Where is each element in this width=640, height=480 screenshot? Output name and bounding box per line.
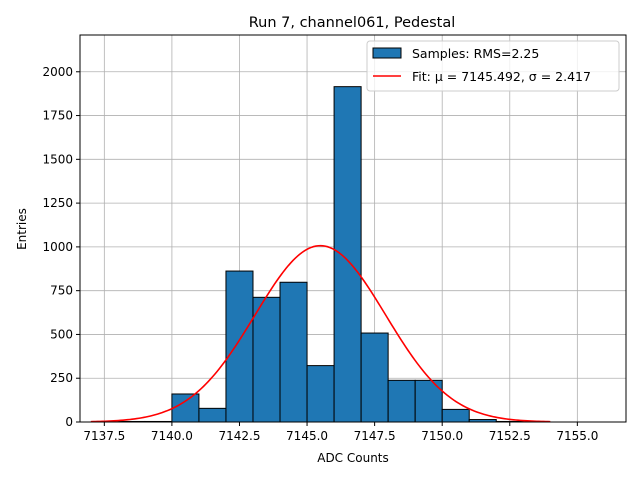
x-tick-label: 7142.5 xyxy=(218,429,260,443)
chart-title: Run 7, channel061, Pedestal xyxy=(249,15,456,31)
legend-fit-label: Fit: μ = 7145.492, σ = 2.417 xyxy=(412,69,591,84)
y-tick-label: 1500 xyxy=(42,152,73,166)
fit-curve xyxy=(90,244,551,423)
legend-histogram-label: Samples: RMS=2.25 xyxy=(412,46,539,61)
x-tick-label: 7155.0 xyxy=(556,429,598,443)
y-tick-label: 1750 xyxy=(42,109,73,123)
x-tick-label: 7140.0 xyxy=(151,429,193,443)
legend-histogram-swatch xyxy=(372,47,402,59)
x-axis-title: ADC Counts xyxy=(317,451,389,465)
histogram-bar xyxy=(225,270,254,423)
y-axis-ticks: 0 250 500 750 1000 1250 1500 1750 2000 xyxy=(42,65,80,429)
histogram-bar xyxy=(441,408,470,423)
y-tick-label: 0 xyxy=(65,415,73,429)
x-axis-ticks: 7137.5 7140.0 7142.5 7145.0 7147.5 7150.0 7152… xyxy=(83,422,598,443)
y-axis-title: Entries xyxy=(15,208,29,250)
x-tick-label: 7147.5 xyxy=(354,429,396,443)
histogram-bar xyxy=(171,393,200,423)
histogram-bar xyxy=(279,281,308,423)
histogram-bar xyxy=(198,407,227,423)
legend: Samples: RMS=2.25 Fit: μ = 7145.492, σ =… xyxy=(366,40,620,92)
y-tick-label: 2000 xyxy=(42,65,73,79)
y-tick-label: 250 xyxy=(50,371,73,385)
plot-frame xyxy=(79,34,627,423)
y-tick-label: 500 xyxy=(50,327,73,341)
x-tick-label: 7152.5 xyxy=(489,429,531,443)
x-tick-label: 7137.5 xyxy=(83,429,125,443)
x-tick-label: 7150.0 xyxy=(421,429,463,443)
histogram-bar xyxy=(360,332,389,423)
histogram-bar xyxy=(333,86,362,423)
x-tick-label: 7145.0 xyxy=(286,429,328,443)
histogram-bar xyxy=(387,379,416,423)
y-tick-label: 1250 xyxy=(42,196,73,210)
y-tick-label: 750 xyxy=(50,284,73,298)
y-tick-label: 1000 xyxy=(42,240,73,254)
histogram-bar xyxy=(252,296,281,423)
histogram-bar xyxy=(306,365,335,423)
legend-box xyxy=(366,40,620,92)
